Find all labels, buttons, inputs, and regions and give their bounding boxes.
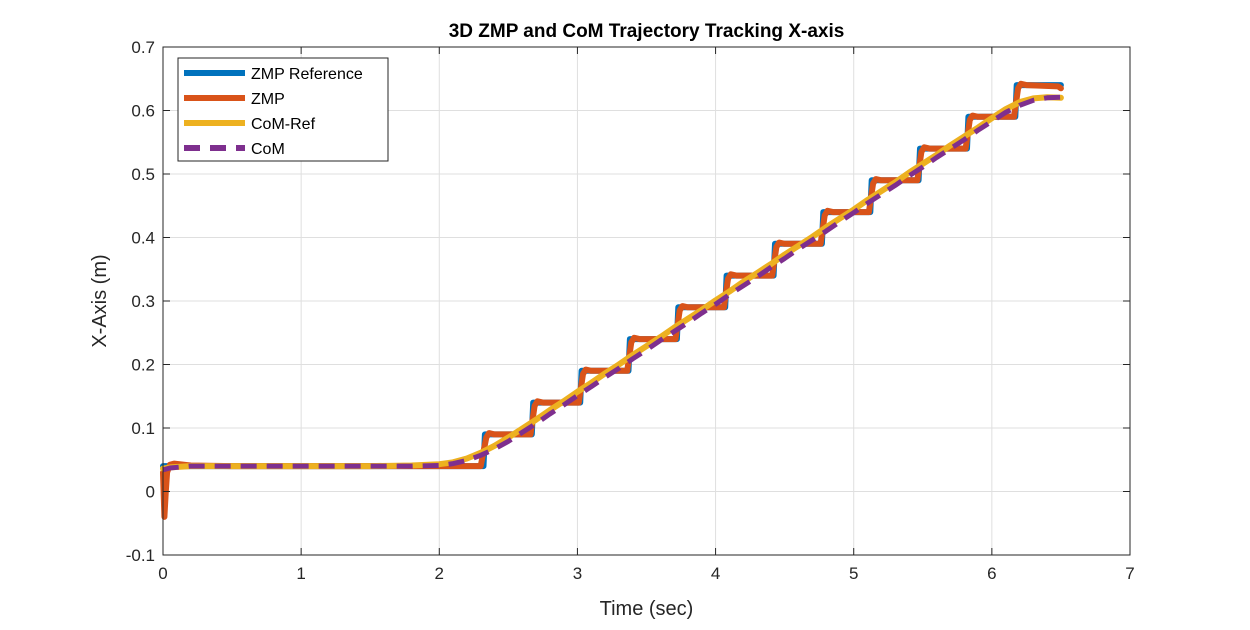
chart-title: 3D ZMP and CoM Trajectory Tracking X-axi… (449, 21, 845, 42)
x-tick-label: 0 (158, 564, 167, 583)
legend: ZMP Reference ZMP CoM-Ref CoM (177, 57, 389, 162)
legend-entry-label: CoM (251, 141, 285, 158)
x-tick-label: 2 (435, 564, 444, 583)
series-line-com (162, 94, 1062, 473)
x-tick-label: 1 (296, 564, 305, 583)
y-tick-label: 0.4 (131, 229, 155, 248)
y-tick-label: 0 (146, 483, 155, 502)
y-tick-label: 0.2 (131, 356, 155, 375)
y-tick-label: -0.1 (126, 546, 155, 565)
legend-entry-label: ZMP (251, 91, 285, 108)
y-tick-label: 0.1 (131, 419, 155, 438)
ticks: 0 1 2 3 4 5 6 7-0.100.10.20.30.40.50.60.7 (126, 38, 1135, 583)
series-layer (160, 80, 1064, 520)
y-tick-label: 0.7 (131, 38, 155, 57)
x-tick-label: 6 (987, 564, 996, 583)
y-axis-label: X-Axis (m) (89, 254, 111, 347)
y-tick-label: 0.3 (131, 292, 155, 311)
x-axis-label: Time (sec) (600, 598, 694, 620)
x-tick-label: 4 (711, 564, 720, 583)
y-tick-label: 0.6 (131, 102, 155, 121)
y-tick-label: 0.5 (131, 165, 155, 184)
legend-entry-label: ZMP Reference (251, 66, 363, 83)
legend-entry-label: CoM-Ref (251, 116, 316, 133)
x-tick-label: 5 (849, 564, 858, 583)
x-tick-label: 7 (1125, 564, 1134, 583)
x-tick-label: 3 (573, 564, 582, 583)
